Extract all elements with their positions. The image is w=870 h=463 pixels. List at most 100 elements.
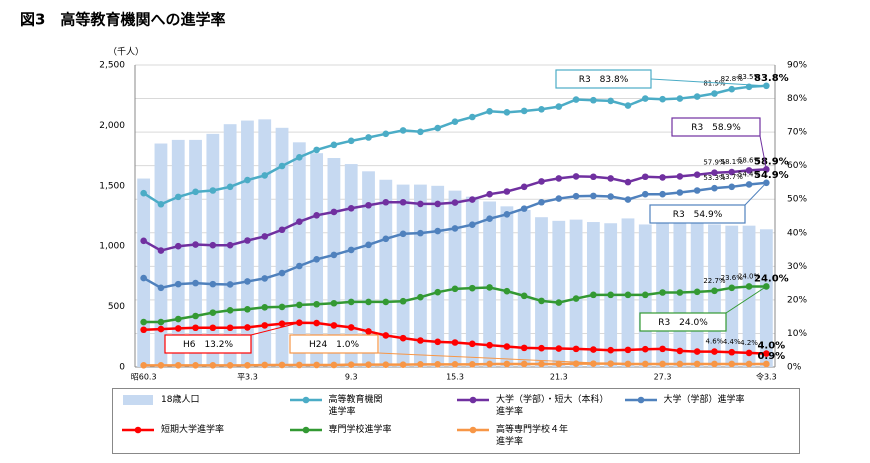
marker [538, 198, 545, 206]
marker [486, 284, 493, 291]
legend-label: 高等教育機関 進学率 [328, 395, 383, 417]
marker [278, 162, 286, 170]
marker [347, 204, 355, 212]
marker [607, 97, 614, 105]
data-label: 4.0% [757, 341, 785, 352]
marker [382, 198, 390, 206]
marker [157, 247, 165, 254]
bar [206, 133, 220, 367]
marker [520, 360, 528, 368]
marker [624, 102, 632, 109]
marker [417, 128, 424, 136]
y2-tick-label: 40% [787, 228, 807, 238]
marker [347, 324, 355, 331]
marker [140, 189, 147, 197]
marker [157, 284, 165, 292]
marker [538, 105, 545, 113]
marker [676, 95, 684, 102]
data-label: 58.6% [738, 156, 761, 164]
marker [365, 134, 372, 141]
marker [226, 183, 234, 191]
bar [171, 139, 185, 367]
marker [382, 361, 390, 368]
callout-leader [744, 182, 767, 206]
y-tick-label: 1,500 [99, 181, 125, 191]
marker [555, 360, 563, 368]
bar [517, 209, 531, 367]
x-tick-label: 平3.3 [237, 373, 258, 382]
marker [209, 309, 217, 316]
marker [157, 362, 165, 369]
marker [486, 108, 493, 115]
marker [745, 349, 753, 357]
legend-item: 大学（学部）進学率 [624, 391, 792, 421]
legend-label: 専門学校進学率 [328, 425, 392, 435]
data-label: 57.9% [703, 159, 726, 167]
data-label: 54.4% [738, 170, 761, 178]
y2-tick-label: 30% [787, 262, 807, 272]
marker [555, 103, 563, 110]
marker [451, 225, 459, 232]
marker [296, 262, 303, 270]
marker [192, 241, 199, 248]
marker [417, 229, 424, 237]
legend-swatch [123, 395, 153, 405]
marker [641, 345, 649, 353]
legend-swatch [457, 396, 489, 404]
marker [261, 233, 269, 240]
marker [451, 199, 459, 206]
y-tick-label: 2,500 [99, 61, 125, 71]
marker [693, 187, 701, 194]
marker [157, 325, 165, 333]
legend-swatch-marker [134, 426, 142, 434]
marker [451, 285, 459, 293]
marker [728, 168, 736, 176]
data-label: 53.3% [703, 174, 726, 182]
marker [226, 362, 234, 369]
marker [659, 95, 666, 103]
marker [278, 361, 286, 369]
marker [520, 344, 528, 352]
legend-label: 大学（学部）・短大（本科） 進学率 [496, 395, 609, 417]
marker [313, 212, 320, 219]
marker [728, 360, 736, 368]
marker [174, 280, 182, 288]
marker [399, 198, 407, 206]
callout-box [164, 334, 252, 354]
bar [414, 184, 427, 367]
marker [486, 341, 493, 349]
marker [676, 173, 684, 180]
marker [434, 288, 442, 296]
marker [520, 107, 528, 115]
marker [728, 348, 736, 356]
data-label: 23.6% [721, 274, 744, 282]
marker [434, 124, 442, 132]
marker [641, 190, 649, 198]
marker [296, 361, 303, 369]
marker [711, 169, 718, 177]
marker [244, 237, 251, 244]
x-tick-label: 27.3 [654, 373, 672, 382]
marker [278, 303, 286, 311]
data-label: 4.6% [706, 338, 724, 346]
data-label: 81.5% [703, 80, 726, 88]
legend-item: 大学（学部）・短大（本科） 進学率 [456, 391, 624, 421]
legend-swatch [289, 396, 322, 404]
marker [572, 173, 580, 180]
marker [330, 322, 338, 329]
marker [157, 200, 165, 208]
marker [451, 339, 459, 346]
marker [278, 320, 286, 328]
callout-box [649, 204, 746, 224]
marker [538, 344, 545, 352]
marker [347, 361, 355, 368]
marker [347, 246, 355, 254]
marker [607, 193, 614, 200]
marker [399, 334, 407, 342]
marker [417, 337, 424, 344]
callout-leader [725, 286, 767, 314]
marker [313, 255, 320, 263]
legend-item: 高等専門学校４年 進学率 [456, 421, 624, 451]
marker [192, 279, 199, 287]
marker [659, 360, 666, 368]
